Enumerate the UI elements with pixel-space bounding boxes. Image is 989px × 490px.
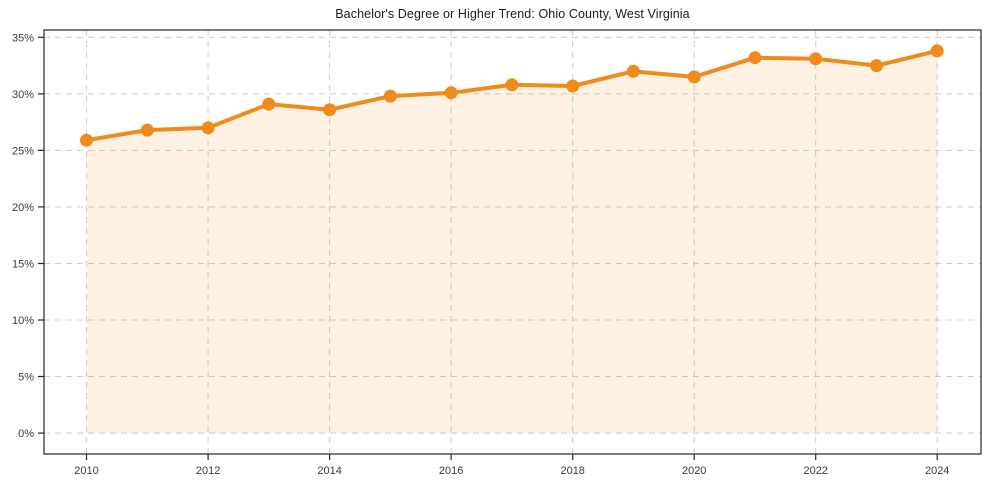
data-point-2024 <box>930 44 944 58</box>
data-point-2012 <box>201 121 215 135</box>
data-point-2011 <box>140 123 154 137</box>
data-point-2023 <box>870 59 883 73</box>
x-tick-label: 2016 <box>439 465 463 477</box>
data-point-2015 <box>383 89 397 103</box>
axes-frame <box>43 29 982 455</box>
y-tick-label: 5% <box>18 372 34 384</box>
y-tick-label: 25% <box>12 145 34 157</box>
data-point-2010 <box>80 133 93 147</box>
x-tick-label: 2020 <box>682 465 706 477</box>
data-point-2017 <box>505 78 519 92</box>
x-tick-label: 2014 <box>317 465 341 477</box>
y-tick-label: 0% <box>18 428 34 440</box>
y-tick-label: 10% <box>12 315 34 327</box>
data-point-2013 <box>262 97 276 111</box>
x-tick-label: 2024 <box>925 465 949 477</box>
data-point-2021 <box>748 51 762 65</box>
x-tick-label: 2010 <box>74 465 98 477</box>
data-point-2018 <box>566 79 580 93</box>
data-point-2022 <box>809 52 823 66</box>
y-tick-label: 30% <box>12 89 34 101</box>
y-tick-label: 20% <box>12 202 34 214</box>
x-tick-label: 2018 <box>560 465 584 477</box>
y-tick-label: 35% <box>12 32 34 44</box>
x-tick-label: 2012 <box>196 465 220 477</box>
x-tick-label: 2022 <box>803 465 827 477</box>
data-point-2019 <box>626 64 640 78</box>
data-point-2020 <box>687 70 701 84</box>
y-tick-label: 15% <box>12 259 34 271</box>
data-point-2016 <box>444 86 458 100</box>
area-fill <box>86 50 938 434</box>
data-point-2014 <box>323 103 337 117</box>
chart-title: Bachelor's Degree or Higher Trend: Ohio … <box>335 7 690 21</box>
